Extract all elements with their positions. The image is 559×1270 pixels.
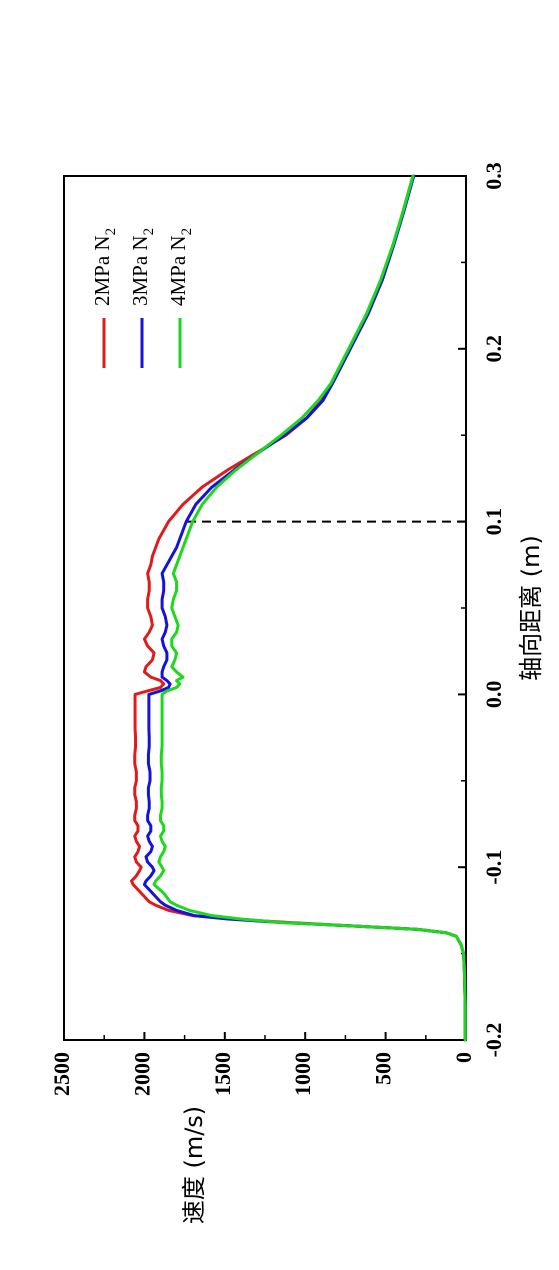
series-line-1 [130, 174, 467, 1042]
x-axis-label: 轴向距离 (m) [517, 535, 545, 681]
y-tick-label: 2000 [129, 1052, 154, 1096]
x-tick-label: -0.1 [481, 850, 506, 885]
plot-frame [63, 175, 467, 1041]
y-tick-label: 1500 [210, 1052, 235, 1096]
series-line-3 [152, 174, 467, 1042]
y-tick-label: 0 [451, 1052, 476, 1063]
x-tick-label: 0.0 [481, 681, 506, 709]
y-axis-label: 速度 (m/s) [180, 1106, 208, 1224]
x-tick-label: 0.1 [481, 508, 506, 536]
legend-label-1: 2MPa N2 [90, 228, 120, 306]
legend: 2MPa N2 3MPa N2 4MPa N2 [90, 228, 196, 368]
y-tick-label: 500 [371, 1052, 396, 1085]
y-tick-label: 2500 [49, 1052, 74, 1096]
x-tick-label: -0.2 [481, 1023, 506, 1058]
plot-area [63, 175, 467, 1041]
series-line-2 [142, 174, 467, 1042]
labels-layer: 轴向距离 (m) 速度 (m/s) [180, 535, 545, 1224]
y-tick-label: 1000 [290, 1052, 315, 1096]
series-layer [130, 174, 467, 1042]
legend-label-2: 3MPa N2 [128, 228, 158, 306]
ticks-layer: -0.2 -0.1 0.0 0.1 0.2 0.3 0 500 1000 1500 2000 2500 [49, 162, 506, 1096]
legend-label-3: 4MPa N2 [166, 228, 196, 306]
x-tick-label: 0.2 [481, 335, 506, 363]
x-tick-label: 0.3 [481, 162, 506, 190]
